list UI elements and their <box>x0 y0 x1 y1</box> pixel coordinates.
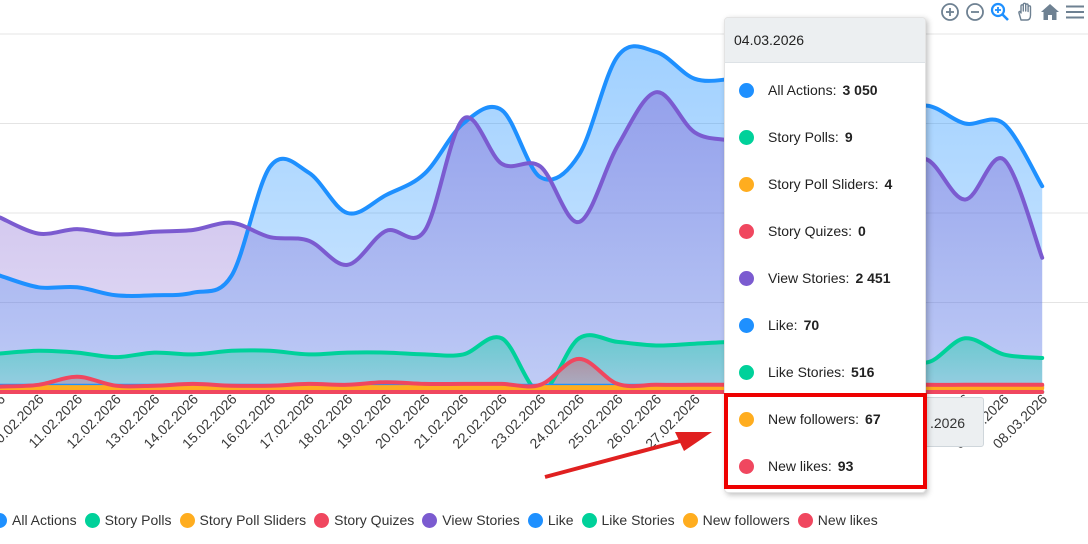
tooltip-row-label: Story Quizes: <box>768 223 853 239</box>
tooltip-row-value: 0 <box>858 223 866 239</box>
tooltip-row-value: 516 <box>851 364 875 380</box>
legend-label: All Actions <box>12 512 77 528</box>
arrow-head <box>675 432 712 451</box>
tooltip-marker <box>739 458 754 474</box>
legend-label: Like <box>547 512 574 528</box>
legend-item-story-polls[interactable]: Story Polls <box>84 512 172 528</box>
chart-toolbar <box>939 0 1088 24</box>
tooltip-marker <box>739 82 754 98</box>
menu-icon[interactable] <box>1064 1 1086 23</box>
zoom-selection-icon[interactable] <box>989 1 1011 23</box>
zoom-in-icon[interactable] <box>939 1 961 23</box>
tooltip-row-label: Story Poll Sliders: <box>768 176 879 192</box>
legend-item-new-followers[interactable]: New followers <box>682 512 790 528</box>
tooltip-row-new-followers: New followers: 67 <box>739 409 881 429</box>
red-arrow-annotation <box>544 432 712 479</box>
x-axis-hover-text: .2026 <box>930 415 966 431</box>
legend-marker <box>682 512 698 528</box>
legend-item-like[interactable]: Like <box>527 512 574 528</box>
tooltip-row-view-stories: View Stories: 2 451 <box>739 268 891 288</box>
tooltip-marker <box>739 176 754 192</box>
tooltip-row-label: All Actions: <box>768 82 837 98</box>
home-reset-icon[interactable] <box>1039 1 1061 23</box>
tooltip-marker <box>739 317 754 333</box>
tooltip-row-new-likes: New likes: 93 <box>739 456 853 476</box>
tooltip-row-label: New likes: <box>768 458 832 474</box>
legend-label: Story Polls <box>104 512 172 528</box>
legend-marker <box>422 512 438 528</box>
legend-label: New likes <box>817 512 878 528</box>
tooltip-row-story-polls: Story Polls: 9 <box>739 127 853 147</box>
tooltip-row-story-quizes: Story Quizes: 0 <box>739 221 866 241</box>
tooltip-row-value: 70 <box>803 317 820 333</box>
legend-item-story-poll-sliders[interactable]: Story Poll Sliders <box>179 512 307 528</box>
tooltip-marker <box>739 270 754 286</box>
legend-item-all-actions[interactable]: All Actions <box>0 512 77 528</box>
legend-item-story-quizes[interactable]: Story Quizes <box>314 512 414 528</box>
legend-label: View Stories <box>442 512 520 528</box>
tooltip-row-value: 2 451 <box>855 270 891 286</box>
arrow-shaft <box>544 439 681 479</box>
hover-tooltip: 04.03.2026 All Actions: 3 050 Story Polls… <box>724 17 926 493</box>
legend-label: Story Poll Sliders <box>199 512 307 528</box>
legend-label: New followers <box>702 512 790 528</box>
legend-item-view-stories[interactable]: View Stories <box>422 512 520 528</box>
tooltip-row-like: Like: 70 <box>739 315 819 335</box>
tooltip-row-label: View Stories: <box>768 270 850 286</box>
legend-label: Like Stories <box>601 512 675 528</box>
tooltip-row-value: 4 <box>884 176 893 192</box>
tooltip-row-label: Like: <box>768 317 798 333</box>
legend-item-like-stories[interactable]: Like Stories <box>581 512 675 528</box>
tooltip-marker <box>739 411 754 427</box>
tooltip-row-label: Like Stories: <box>768 364 846 380</box>
chart-legend: All Actions Story Polls Story Poll Sliders… <box>0 509 886 531</box>
legend-item-new-likes[interactable]: New likes <box>797 512 878 528</box>
tooltip-row-label: New followers: <box>768 411 860 427</box>
legend-marker <box>179 512 195 528</box>
x-axis-hover-label: .2026 <box>917 397 984 447</box>
pan-hand-icon[interactable] <box>1014 1 1036 23</box>
legend-marker <box>581 512 597 528</box>
tooltip-marker <box>739 129 754 145</box>
legend-marker <box>314 512 330 528</box>
legend-label: Story Quizes <box>334 512 415 528</box>
tooltip-row-like-stories: Like Stories: 516 <box>739 362 874 382</box>
tooltip-row-value: 3 050 <box>842 82 878 98</box>
tooltip-row-story-poll-sliders: Story Poll Sliders: 4 <box>739 174 892 194</box>
tooltip-row-label: Story Polls: <box>768 129 839 145</box>
tooltip-title: 04.03.2026 <box>725 18 925 63</box>
tooltip-row-value: 9 <box>844 129 853 145</box>
tooltip-row-all-actions: All Actions: 3 050 <box>739 80 878 100</box>
legend-marker <box>0 512 7 528</box>
legend-marker <box>797 512 813 528</box>
zoom-out-icon[interactable] <box>964 1 986 23</box>
tooltip-marker <box>739 364 754 380</box>
legend-marker <box>527 512 543 528</box>
tooltip-marker <box>739 223 754 239</box>
tooltip-row-value: 67 <box>865 411 881 427</box>
tooltip-row-value: 93 <box>837 458 854 474</box>
red-highlight-box <box>724 393 927 489</box>
legend-marker <box>84 512 100 528</box>
